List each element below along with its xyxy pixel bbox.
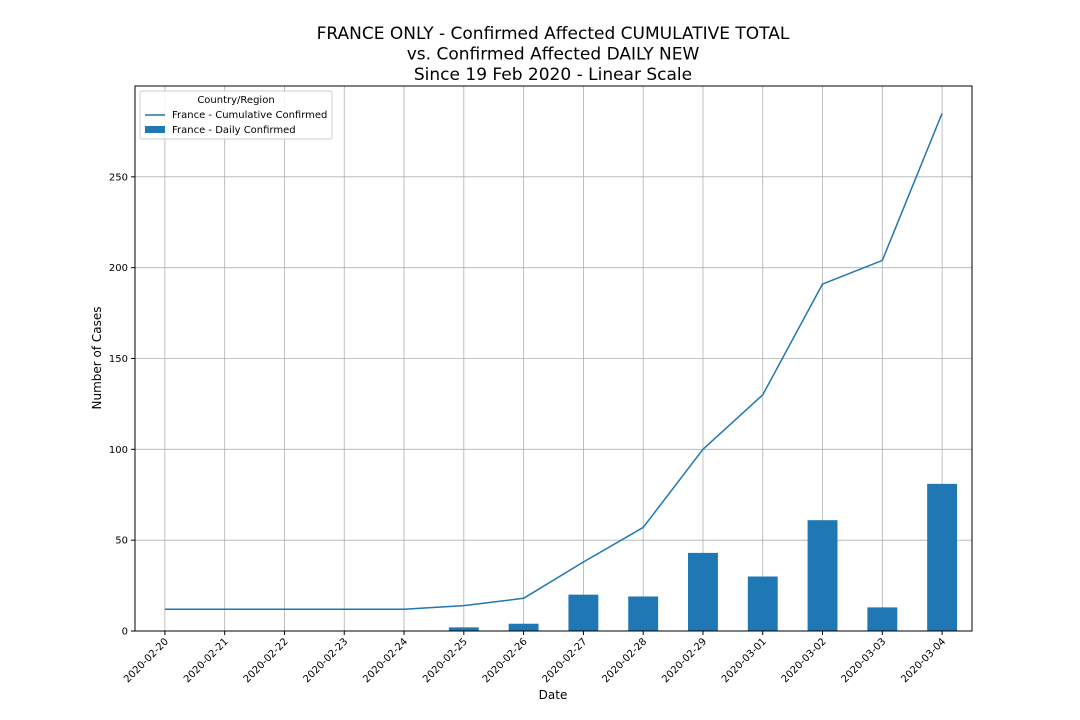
line-series-cumulative (164, 112, 943, 610)
legend-bar-swatch (145, 126, 165, 133)
bar-2020-03-03 (867, 607, 898, 631)
title-line-2: vs. Confirmed Affected DAILY NEW (407, 45, 700, 65)
legend-box (139, 90, 333, 140)
bar-2020-02-29 (688, 552, 718, 631)
chart-title: FRANCE ONLY - Confirmed Affected CUMULAT… (317, 24, 790, 85)
title-line-3: Since 19 Feb 2020 - Linear Scale (414, 65, 692, 85)
bar-2020-03-01 (747, 576, 778, 631)
y-tick-label: 100 (109, 445, 128, 456)
y-tick-label: 50 (115, 536, 128, 547)
bar-2020-03-02 (807, 520, 838, 631)
y-axis-label: Number of Cases (90, 306, 104, 409)
y-axis-ticks: 0 50 100 150 200 250 (109, 172, 135, 638)
bar-2020-02-28 (628, 596, 659, 631)
bar-2020-03-04 (927, 483, 958, 631)
x-axis-label: Date (539, 688, 568, 702)
bar-2020-02-25 (448, 627, 479, 631)
y-tick-label: 200 (109, 263, 128, 274)
y-tick-label: 0 (122, 627, 128, 638)
y-tick-label: 150 (109, 354, 128, 365)
legend-title: Country/Region (197, 95, 274, 106)
bar-2020-02-26 (508, 623, 539, 631)
y-tick-label: 250 (109, 172, 128, 183)
title-line-1: FRANCE ONLY - Confirmed Affected CUMULAT… (317, 24, 790, 44)
legend-label-cumulative: France - Cumulative Confirmed (172, 110, 327, 121)
legend-label-daily: France - Daily Confirmed (172, 125, 296, 136)
cumulative-line (164, 112, 943, 610)
bar-series-daily (448, 483, 958, 631)
legend: Country/Region France - Cumulative Confi… (139, 90, 333, 140)
bar-2020-02-27 (568, 594, 599, 631)
grid (135, 86, 972, 632)
